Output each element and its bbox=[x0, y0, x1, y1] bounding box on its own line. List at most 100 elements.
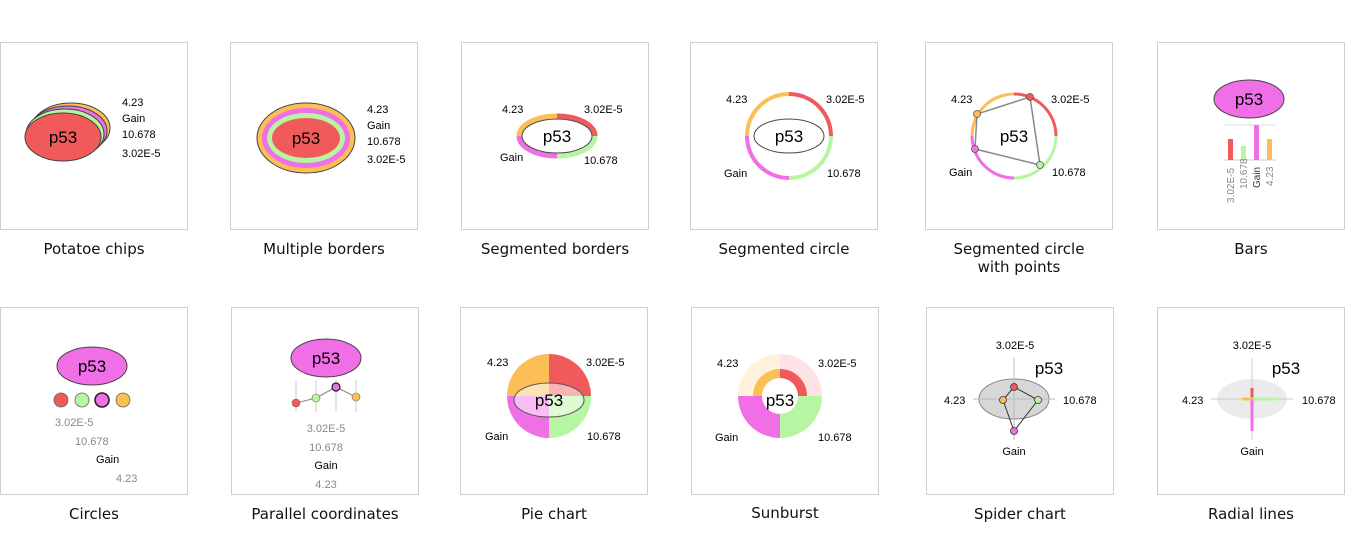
multiple-borders-glyph: p53 4.23 Gain 10.678 3.02E-5 bbox=[256, 102, 406, 174]
value-label: Gain bbox=[367, 120, 390, 132]
chip-red bbox=[24, 112, 102, 162]
circle-pink bbox=[94, 392, 110, 408]
value-label: 3.02E-5 bbox=[586, 357, 625, 369]
multiple-borders-tile: p53 4.23 Gain 10.678 3.02E-5 bbox=[230, 42, 418, 230]
caption-sunburst: Sunburst bbox=[751, 504, 819, 522]
circle-red bbox=[53, 392, 69, 408]
value-label: 4.23 bbox=[116, 473, 137, 485]
pc-line bbox=[295, 386, 357, 404]
caption-segpoints-line1: Segmented circle bbox=[953, 240, 1085, 258]
value-label: 10.678 bbox=[818, 432, 852, 444]
segment-pink bbox=[745, 135, 790, 180]
caption-segpoints: Segmented circle with points bbox=[925, 240, 1113, 276]
value-label: 4.23 bbox=[315, 479, 336, 491]
node-label: p53 bbox=[312, 349, 340, 368]
spider-point-red bbox=[1010, 383, 1018, 391]
bar-label: 3.02E-5 bbox=[1226, 168, 1237, 203]
sunburst-green bbox=[780, 396, 822, 438]
bar-label: 4.23 bbox=[1265, 166, 1276, 186]
value-label: Gain bbox=[122, 113, 145, 125]
caption-circles: Circles bbox=[69, 505, 119, 523]
caption-radial: Radial lines bbox=[1208, 505, 1294, 523]
caption-segcircle: Segmented circle bbox=[718, 240, 850, 258]
bar-orange bbox=[1267, 139, 1272, 160]
segment-orange bbox=[970, 92, 1015, 137]
value-label: Gain bbox=[485, 431, 508, 443]
bar-green bbox=[1241, 146, 1246, 160]
sunburst-tile: p53 4.23 3.02E-5 Gain 10.678 bbox=[691, 307, 879, 495]
pc-point-red bbox=[291, 398, 301, 408]
value-label: 3.02E-5 bbox=[826, 94, 865, 106]
pie-chart-tile: p53 4.23 3.02E-5 Gain 10.678 bbox=[460, 307, 648, 495]
segment-red bbox=[788, 92, 833, 137]
segmented-borders-glyph: p53 4.23 3.02E-5 Gain 10.678 bbox=[500, 104, 623, 167]
point-red bbox=[1026, 93, 1034, 101]
segmented-circle-glyph: p53 4.23 3.02E-5 Gain 10.678 bbox=[724, 92, 865, 180]
value-label: 4.23 bbox=[487, 357, 508, 369]
spider-point-orange bbox=[999, 396, 1007, 404]
caption-multi: Multiple borders bbox=[263, 240, 385, 258]
caption-segborders: Segmented borders bbox=[480, 240, 630, 258]
segmented-points-glyph: p53 4.23 3.02E-5 Gain 10.678 bbox=[949, 92, 1090, 180]
node-shape bbox=[1213, 79, 1285, 119]
node-label: p53 bbox=[1272, 359, 1300, 378]
value-label: 3.02E-5 bbox=[55, 417, 94, 429]
pie-chart-glyph: p53 4.23 3.02E-5 Gain 10.678 bbox=[485, 354, 625, 443]
caption-pie: Pie chart bbox=[521, 505, 587, 523]
segment-orange bbox=[516, 113, 558, 137]
value-label: 4.23 bbox=[1182, 395, 1203, 407]
bars-glyph: p53 3.02E-5 10.678 Gain 4.23 bbox=[1213, 79, 1285, 203]
node-shape bbox=[521, 118, 593, 154]
node-label: p53 bbox=[49, 128, 77, 147]
value-label: 4.23 bbox=[502, 104, 523, 116]
sunburst-pink bbox=[738, 396, 780, 438]
value-label: 10.678 bbox=[584, 155, 618, 167]
segment-red bbox=[556, 113, 598, 137]
sunburst-red bbox=[780, 369, 807, 396]
node-label: p53 bbox=[1035, 359, 1063, 378]
node-label: p53 bbox=[78, 357, 106, 376]
value-label: 10.678 bbox=[587, 431, 621, 443]
circle-orange bbox=[115, 392, 131, 408]
bar-label: 10.678 bbox=[1239, 158, 1250, 189]
segment-orange bbox=[745, 92, 790, 137]
value-label: Gain bbox=[1002, 446, 1025, 458]
value-label: 4.23 bbox=[122, 97, 143, 109]
parallel-coordinates-tile: p53 3.02E-5 10.678 Gain 4.23 bbox=[231, 307, 419, 495]
sunburst-orange bbox=[753, 369, 780, 396]
value-label: 4.23 bbox=[951, 94, 972, 106]
segment-green bbox=[788, 135, 833, 180]
point-pink bbox=[971, 145, 979, 153]
value-label: 3.02E-5 bbox=[996, 340, 1035, 352]
node-label: p53 bbox=[535, 391, 563, 410]
value-label: 10.678 bbox=[367, 136, 401, 148]
value-label: Gain bbox=[715, 432, 738, 444]
value-label: 10.678 bbox=[1063, 395, 1097, 407]
node-label: p53 bbox=[1235, 90, 1263, 109]
spider-point-green bbox=[1034, 396, 1042, 404]
value-label: Gain bbox=[1240, 446, 1263, 458]
node-label: p53 bbox=[766, 391, 794, 410]
value-label: 3.02E-5 bbox=[122, 148, 161, 160]
caption-bars: Bars bbox=[1234, 240, 1268, 258]
value-label: 10.678 bbox=[1052, 167, 1086, 179]
spider-chart-glyph: p53 3.02E-5 4.23 10.678 Gain bbox=[944, 340, 1097, 458]
potato-chips-glyph: p53 4.23 Gain 10.678 3.02E-5 bbox=[24, 97, 161, 162]
segment-pink bbox=[970, 135, 1015, 180]
segment-red bbox=[1013, 92, 1058, 137]
value-label: Gain bbox=[949, 167, 972, 179]
potato-chips-tile: p53 4.23 Gain 10.678 3.02E-5 bbox=[0, 42, 188, 230]
value-label: 3.02E-5 bbox=[1051, 94, 1090, 106]
circles-tile: p53 3.02E-5 10.678 Gain 4.23 bbox=[0, 307, 188, 495]
segment-pink bbox=[516, 135, 558, 159]
value-label: 10.678 bbox=[309, 442, 343, 454]
pc-point-green bbox=[311, 393, 321, 403]
value-label: 10.678 bbox=[122, 129, 156, 141]
caption-parallel: Parallel coordinates bbox=[251, 505, 399, 523]
node-label: p53 bbox=[292, 129, 320, 148]
pc-point-pink bbox=[331, 382, 341, 392]
pc-point-orange bbox=[351, 392, 361, 402]
value-label: 4.23 bbox=[726, 94, 747, 106]
bar-label: Gain bbox=[1252, 167, 1263, 188]
radial-lines-glyph: p53 3.02E-5 4.23 10.678 Gain bbox=[1182, 340, 1336, 458]
